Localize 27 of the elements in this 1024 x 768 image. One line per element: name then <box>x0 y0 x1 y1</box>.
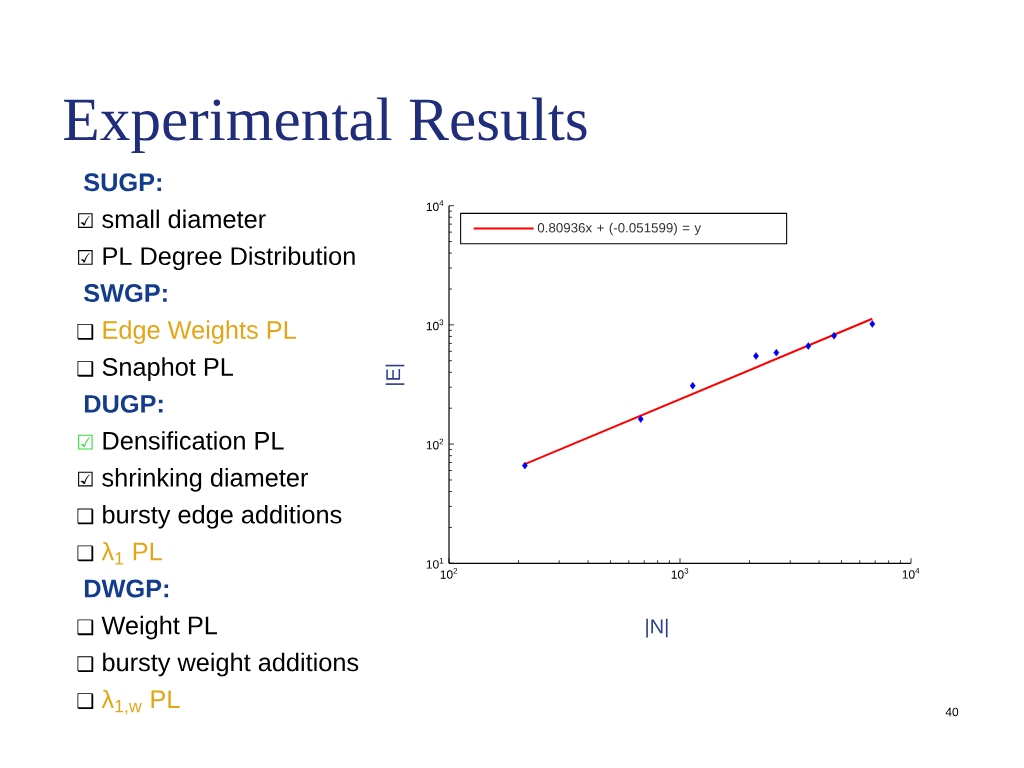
text: ☑ PL Degree Distribution <box>78 246 355 271</box>
x-tick-label: 10$^{4}$ <box>902 568 920 579</box>
text: ❑ Weight PL <box>77 615 218 640</box>
y-tick-label: 10$^{1}$ <box>426 557 444 569</box>
y-tick-label: 10$^{2}$ <box>426 438 444 450</box>
text: ❑ λ$_{1,w}$ PL <box>77 689 180 715</box>
text: ❑ Edge Weights PL <box>77 320 296 344</box>
text: ☑ small diameter <box>78 209 266 229</box>
text: ❑ λ$_{1}$ PL <box>77 541 162 565</box>
x-tick-label: 10$^{2}$ <box>440 568 458 579</box>
y-tick-label: 10$^{3}$ <box>426 319 444 331</box>
x-tick-label: 10$^{3}$ <box>671 568 689 579</box>
text: DWGP: <box>84 579 169 598</box>
x-axis-title: |N| <box>646 618 668 638</box>
text: ☑ shrinking diameter <box>78 468 308 492</box>
y-axis-title: |E| <box>385 364 405 385</box>
text: SUGP: <box>84 173 162 192</box>
text: ❑ bursty edge additions <box>77 505 342 529</box>
text: 40 <box>945 707 959 717</box>
text: ❑ bursty weight additions <box>77 652 359 677</box>
chart-title: Experimental Results <box>64 97 587 154</box>
legend-label: 0.80936x + (-0.051599) = y <box>537 222 702 236</box>
text: DUGP: <box>84 394 163 413</box>
text: SWGP: <box>84 284 167 303</box>
y-tick-label: 10$^{4}$ <box>426 200 444 212</box>
text: ❑ Snaphot PL <box>77 357 233 381</box>
text: ☑ Densification PL <box>78 431 284 450</box>
